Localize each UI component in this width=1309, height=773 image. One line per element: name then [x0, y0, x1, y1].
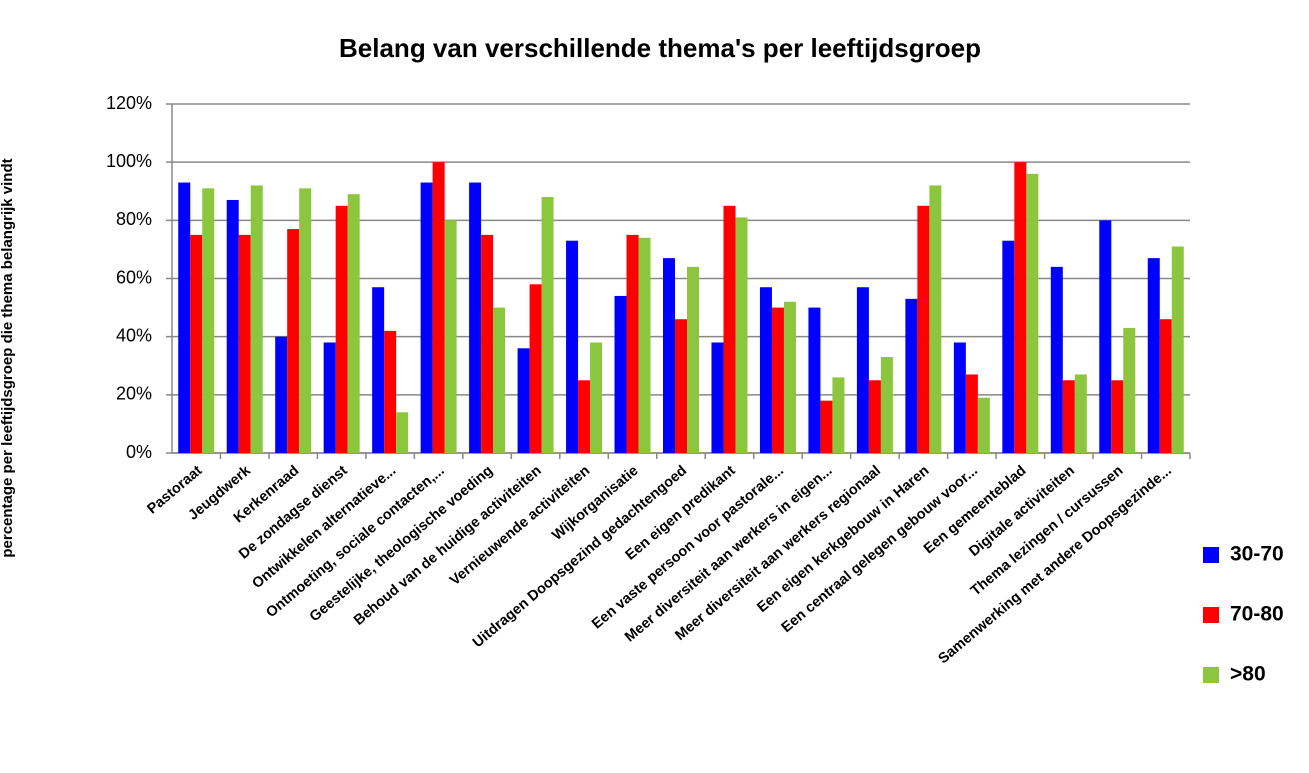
- bar: [226, 199, 239, 453]
- bar: [783, 301, 796, 453]
- bar: [566, 240, 579, 453]
- bar: [541, 197, 554, 453]
- legend-label: 30-70: [1230, 543, 1284, 566]
- bar: [190, 234, 203, 453]
- y-tick-label: 60%: [116, 267, 152, 287]
- legend-label: 70-80: [1230, 603, 1284, 626]
- y-tick-label: 40%: [116, 325, 152, 345]
- bar: [372, 287, 385, 453]
- bar: [771, 307, 784, 453]
- bar: [856, 287, 869, 453]
- bar: [590, 342, 603, 453]
- y-tick-label: 120%: [106, 93, 152, 113]
- bar: [1159, 319, 1172, 453]
- bar: [905, 298, 918, 453]
- y-tick-label: 80%: [116, 209, 152, 229]
- bar: [299, 188, 312, 453]
- bar: [335, 205, 348, 453]
- bar: [759, 287, 772, 453]
- bar: [384, 330, 397, 453]
- bar: [1026, 173, 1039, 454]
- bar: [638, 237, 651, 453]
- bar: [1099, 220, 1112, 453]
- bar: [481, 234, 494, 453]
- bar: [347, 194, 360, 454]
- bar: [493, 307, 506, 453]
- bar: [1002, 240, 1015, 453]
- legend-label: >80: [1230, 663, 1266, 686]
- bar: [965, 374, 978, 453]
- bar: [880, 357, 893, 453]
- bar: [1111, 380, 1124, 453]
- bar: [614, 295, 627, 453]
- bar: [735, 217, 748, 453]
- bar: [469, 182, 482, 453]
- bar: [977, 397, 990, 453]
- bar: [1050, 266, 1063, 453]
- bar: [687, 266, 699, 453]
- bar: [711, 342, 724, 453]
- legend-swatch: [1203, 547, 1219, 563]
- bar: [663, 258, 675, 453]
- chart-title: Belang van verschillende thema's per lee…: [339, 33, 981, 63]
- bar: [1062, 380, 1075, 453]
- bar: [808, 307, 821, 453]
- bar: [287, 229, 300, 453]
- bar: [420, 182, 433, 453]
- legend-swatch: [1203, 667, 1219, 683]
- bar: [868, 380, 881, 453]
- x-tick-label: Wijkorganisatie: [549, 463, 641, 544]
- bar: [917, 205, 930, 453]
- bar: [953, 342, 966, 453]
- bar: [578, 380, 591, 453]
- bar: [250, 185, 263, 453]
- bar: [529, 284, 542, 453]
- y-tick-label: 20%: [116, 384, 152, 404]
- bar: [1123, 327, 1136, 453]
- bar: [723, 205, 736, 453]
- bar: [1171, 246, 1184, 453]
- legend-swatch: [1203, 607, 1219, 623]
- bar: [396, 412, 409, 453]
- bar: [1014, 162, 1027, 453]
- y-tick-label: 0%: [126, 442, 152, 462]
- bar: [1147, 258, 1160, 453]
- bar: [178, 182, 191, 453]
- bar: [832, 377, 845, 453]
- bar: [517, 348, 530, 453]
- bar: [820, 400, 833, 453]
- bar: [202, 188, 215, 453]
- bar: [626, 234, 639, 453]
- bar: [675, 319, 687, 453]
- bar: [1074, 374, 1087, 453]
- y-axis-label: percentage per leeftijdsgroep die thema …: [0, 158, 16, 558]
- bar: [444, 220, 457, 453]
- x-tick-label: Ontmoeting, sociale contacten,...: [263, 463, 447, 621]
- y-tick-label: 100%: [106, 151, 152, 171]
- bar: [275, 336, 288, 453]
- bar: [323, 342, 336, 453]
- bar: [929, 185, 942, 453]
- bar: [238, 234, 251, 453]
- bar: [432, 162, 445, 453]
